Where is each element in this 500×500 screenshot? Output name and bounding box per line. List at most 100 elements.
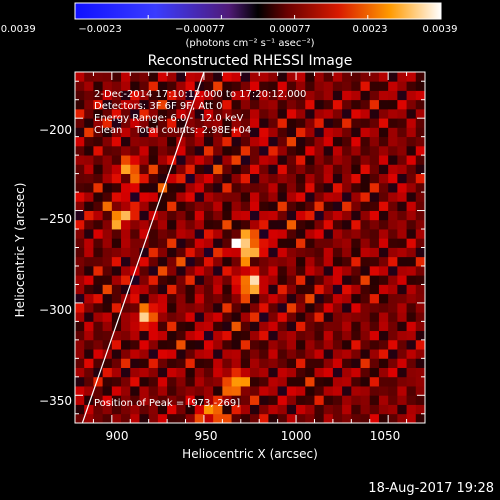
heatmap-cell	[157, 349, 168, 359]
heatmap-cell	[305, 413, 315, 423]
heatmap-cell	[323, 265, 334, 276]
heatmap-cell	[378, 99, 389, 110]
heatmap-cell	[102, 395, 113, 405]
heatmap-cell	[102, 210, 113, 221]
heatmap-cell	[332, 136, 343, 147]
heatmap-cell	[167, 330, 177, 341]
heatmap-cell	[240, 155, 251, 165]
heatmap-cell	[314, 118, 325, 128]
heatmap-cell	[130, 145, 140, 156]
heatmap-cell	[360, 358, 371, 368]
heatmap-cell	[213, 284, 223, 295]
heatmap-cell	[259, 210, 269, 221]
heatmap-cell	[185, 395, 196, 405]
heatmap-cell	[388, 312, 398, 322]
heatmap-cell	[351, 302, 361, 313]
heatmap-cell	[268, 201, 279, 211]
heatmap-cell	[75, 321, 85, 332]
heatmap-cell	[406, 192, 417, 202]
heatmap-cell	[332, 404, 343, 415]
heatmap-cell	[102, 284, 113, 295]
heatmap-cell	[176, 108, 186, 119]
heatmap-cell	[277, 275, 288, 285]
heatmap-cell	[332, 339, 343, 350]
heatmap-cell	[277, 182, 288, 193]
heatmap-cell	[157, 247, 168, 258]
heatmap-cell	[93, 367, 104, 378]
heatmap-cell	[296, 192, 306, 202]
heatmap-cell	[397, 229, 407, 239]
heatmap-cell	[259, 404, 269, 415]
heatmap-cell	[185, 99, 196, 110]
heatmap-cell	[167, 404, 177, 415]
heatmap-cell	[148, 90, 159, 101]
heatmap-cell	[323, 256, 334, 267]
heatmap-cell	[194, 275, 205, 285]
heatmap-cell	[176, 118, 186, 128]
heatmap-cell	[176, 238, 186, 248]
heatmap-cell	[314, 108, 325, 119]
heatmap-cell	[240, 293, 251, 304]
heatmap-cell	[342, 265, 352, 276]
heatmap-cell	[323, 302, 334, 313]
heatmap-cell	[102, 192, 113, 202]
heatmap-cell	[167, 247, 177, 258]
heatmap-cell	[167, 136, 177, 147]
heatmap-cell	[222, 293, 232, 304]
heatmap-cell	[286, 81, 297, 91]
heatmap-cell	[397, 256, 407, 267]
y-tick-label: −300	[39, 303, 72, 317]
heatmap-cell	[397, 127, 407, 138]
heatmap-cell	[176, 173, 186, 184]
heatmap-cell	[286, 90, 297, 101]
heatmap-cell	[360, 118, 371, 128]
heatmap-cell	[305, 201, 315, 211]
heatmap-cell	[167, 118, 177, 128]
heatmap-cell	[332, 386, 343, 396]
heatmap-cell	[378, 395, 389, 405]
heatmap-cell	[415, 256, 425, 267]
heatmap-cell	[213, 127, 223, 138]
heatmap-cell	[360, 238, 371, 248]
heatmap-cell	[231, 99, 242, 110]
heatmap-cell	[222, 395, 232, 405]
heatmap-cell	[75, 108, 85, 119]
heatmap-cell	[342, 155, 352, 165]
heatmap-cell	[360, 247, 371, 258]
heatmap-cell	[139, 90, 150, 101]
heatmap-cell	[130, 293, 140, 304]
heatmap-cell	[231, 275, 242, 285]
heatmap-cell	[286, 256, 297, 267]
heatmap-cell	[351, 127, 361, 138]
heatmap-cell	[388, 302, 398, 313]
heatmap-cell	[259, 330, 269, 341]
heatmap-cell	[415, 302, 425, 313]
heatmap-cell	[351, 321, 361, 332]
heatmap-cell	[111, 302, 122, 313]
heatmap-cell	[93, 339, 104, 350]
heatmap-cell	[388, 404, 398, 415]
heatmap-cell	[148, 312, 159, 322]
heatmap-cell	[167, 201, 177, 211]
heatmap-cell	[84, 312, 94, 322]
heatmap-cell	[102, 275, 113, 285]
heatmap-cell	[314, 413, 325, 423]
heatmap-cell	[305, 367, 315, 378]
heatmap-cell	[286, 376, 297, 387]
heatmap-cell	[194, 72, 205, 82]
heatmap-cell	[277, 413, 288, 423]
heatmap-cell	[222, 256, 232, 267]
heatmap-cell	[286, 339, 297, 350]
heatmap-cell	[250, 256, 260, 267]
heatmap-cell	[406, 284, 417, 295]
heatmap-cell	[397, 404, 407, 415]
heatmap-cell	[102, 404, 113, 415]
heatmap-cell	[157, 321, 168, 332]
heatmap-cell	[259, 99, 269, 110]
heatmap-cell	[259, 108, 269, 119]
heatmap-cell	[397, 219, 407, 230]
heatmap-cell	[84, 256, 94, 267]
heatmap-cell	[167, 358, 177, 368]
heatmap-cell	[203, 339, 214, 350]
heatmap-cell	[250, 99, 260, 110]
